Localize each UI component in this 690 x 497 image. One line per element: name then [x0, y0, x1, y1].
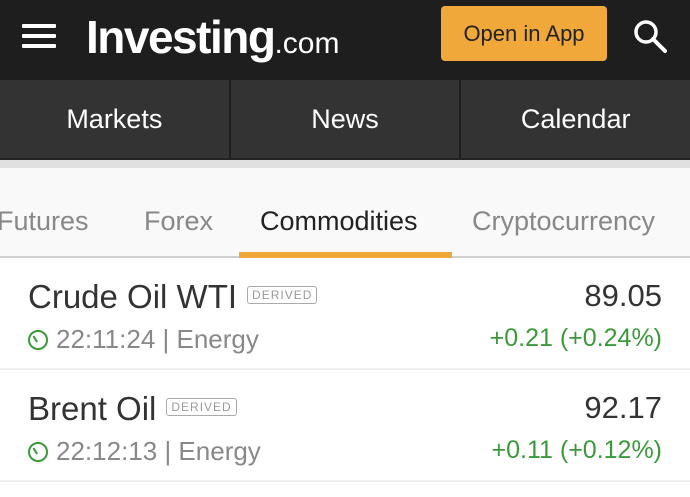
instrument-name: Crude Oil WTI	[28, 278, 238, 315]
clock-icon	[28, 441, 48, 462]
top-bar: Investing.com Open in App	[0, 0, 690, 80]
active-tab-indicator	[239, 252, 452, 258]
tab-forex[interactable]: Forex	[144, 206, 214, 236]
category: | Energy	[164, 436, 261, 466]
time: 22:11:24	[56, 324, 156, 354]
category-tabs: Futures Forex Commodities Cryptocurrency	[0, 168, 690, 258]
time: 22:12:13	[56, 436, 158, 466]
search-icon[interactable]	[632, 18, 668, 54]
divider	[0, 160, 690, 168]
list-item[interactable]: Crude Oil WTI DERIVED 89.05 22:11:24 | En…	[0, 258, 690, 370]
clock-icon	[28, 329, 48, 350]
nav-news[interactable]: News	[231, 80, 462, 158]
tab-futures[interactable]: Futures	[0, 206, 89, 236]
main-nav: Markets News Calendar	[0, 80, 690, 160]
tab-cryptocurrency[interactable]: Cryptocurrency	[472, 206, 656, 236]
change: +0.11 (+0.12%)	[491, 436, 662, 464]
price: 92.17	[584, 390, 662, 425]
logo-text: Investing	[86, 11, 276, 63]
list-item[interactable]: Brent Oil DERIVED 92.17 22:12:13 | Energy…	[0, 370, 690, 482]
price: 89.05	[584, 278, 662, 313]
derived-badge: DERIVED	[166, 398, 237, 417]
hamburger-menu-icon[interactable]	[22, 24, 56, 48]
instrument-name: Brent Oil	[28, 390, 157, 427]
change: +0.21 (+0.24%)	[489, 324, 662, 352]
open-in-app-button[interactable]: Open in App	[441, 6, 607, 61]
category: | Energy	[162, 324, 259, 354]
nav-markets[interactable]: Markets	[0, 80, 231, 158]
logo-suffix: .com	[274, 27, 340, 60]
derived-badge: DERIVED	[247, 286, 318, 305]
nav-calendar[interactable]: Calendar	[520, 103, 631, 134]
logo[interactable]: Investing.com	[86, 10, 339, 64]
tab-commodities[interactable]: Commodities	[260, 206, 418, 236]
